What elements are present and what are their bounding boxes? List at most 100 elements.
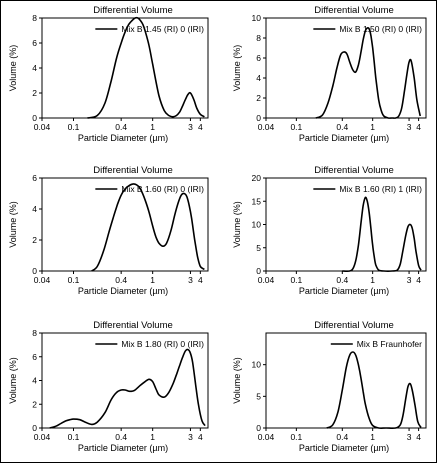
x-tick-label: 0.1 (68, 122, 80, 132)
y-tick-label: 8 (256, 33, 261, 43)
y-tick-label: 2 (32, 399, 37, 409)
x-tick-label: 4 (416, 122, 421, 132)
x-tick-label: 0.4 (336, 275, 348, 285)
y-tick-label: 0 (256, 113, 261, 123)
x-axis-label: Particle Diameter (µm) (78, 133, 168, 143)
y-tick-label: 6 (32, 38, 37, 48)
y-tick-label: 20 (252, 173, 262, 183)
x-axis-label: Particle Diameter (µm) (299, 443, 389, 453)
x-tick-label: 3 (407, 432, 412, 442)
x-tick-label: 0.04 (258, 275, 275, 285)
y-tick-label: 2 (256, 93, 261, 103)
y-axis-label: Volume (%) (8, 45, 18, 92)
chart-title: Differential Volume (93, 165, 173, 176)
x-tick-label: 0.4 (115, 432, 127, 442)
x-tick-label: 3 (188, 275, 193, 285)
x-tick-label: 0.1 (68, 275, 80, 285)
chart-panel-6: Differential Volume 0 5 10 0.04 0.1 0.4 1 3 4 Part… (232, 320, 427, 453)
y-tick-label: 0 (32, 113, 37, 123)
chart-title: Differential Volume (314, 5, 394, 16)
x-axis-label: Particle Diameter (µm) (78, 443, 168, 453)
x-tick-label: 1 (370, 122, 375, 132)
y-tick-label: 6 (32, 173, 37, 183)
x-tick-label: 1 (150, 432, 155, 442)
y-axis-label: Volume (%) (232, 357, 242, 404)
series-line (326, 351, 422, 430)
x-tick-label: 0.4 (115, 122, 127, 132)
x-tick-label: 1 (150, 122, 155, 132)
x-tick-label: 3 (407, 275, 412, 285)
series-line (91, 183, 205, 272)
chart-title: Differential Volume (93, 320, 173, 331)
y-tick-label: 4 (32, 204, 37, 214)
y-tick-label: 2 (32, 88, 37, 98)
y-tick-label: 4 (32, 63, 37, 73)
y-tick-label: 2 (32, 235, 37, 245)
y-tick-label: 6 (256, 53, 261, 63)
x-tick-label: 3 (188, 432, 193, 442)
x-tick-label: 3 (188, 122, 193, 132)
y-tick-label: 5 (256, 243, 261, 253)
chart-title: Differential Volume (314, 320, 394, 331)
y-axis-label: Volume (%) (8, 201, 18, 248)
x-tick-label: 0.1 (290, 432, 302, 442)
x-axis-label: Particle Diameter (µm) (299, 133, 389, 143)
x-tick-label: 4 (416, 432, 421, 442)
plot-area (265, 17, 427, 119)
x-tick-label: 1 (370, 275, 375, 285)
y-axis-label: Volume (%) (232, 201, 242, 248)
x-tick-label: 0.04 (34, 122, 51, 132)
y-tick-label: 10 (252, 13, 262, 23)
series-line (87, 16, 205, 119)
legend-label: Mix B 1.45 (RI) 0 (IRI) (121, 24, 204, 34)
y-tick-label: 4 (256, 73, 261, 83)
legend-label: Mix B Fraunhofer (357, 339, 422, 349)
legend-label: Mix B 1.60 (RI) 1 (IRI) (339, 184, 422, 194)
x-tick-label: 1 (370, 432, 375, 442)
y-axis-label: Volume (%) (232, 45, 242, 92)
legend-label: Mix B 1.60 (RI) 0 (IRI) (121, 184, 204, 194)
y-tick-label: 8 (32, 13, 37, 23)
y-tick-label: 4 (32, 376, 37, 386)
y-tick-label: 5 (256, 391, 261, 401)
series-line (342, 196, 422, 272)
y-tick-label: 0 (32, 266, 37, 276)
x-tick-label: 0.1 (290, 275, 302, 285)
x-tick-label: 4 (416, 275, 421, 285)
plot-area (41, 177, 209, 272)
x-tick-label: 0.04 (34, 275, 51, 285)
y-tick-label: 0 (256, 266, 261, 276)
y-tick-label: 0 (256, 423, 261, 433)
x-tick-label: 0.4 (115, 275, 127, 285)
series-line (49, 348, 206, 429)
chart-title: Differential Volume (93, 5, 173, 16)
x-axis-label: Particle Diameter (µm) (299, 286, 389, 296)
x-axis-label: Particle Diameter (µm) (78, 286, 168, 296)
x-tick-label: 0.04 (258, 122, 275, 132)
y-tick-label: 6 (32, 352, 37, 362)
x-tick-label: 0.4 (336, 432, 348, 442)
y-tick-label: 10 (252, 220, 262, 230)
x-tick-label: 0.04 (258, 432, 275, 442)
y-tick-label: 15 (252, 196, 262, 206)
x-tick-label: 3 (407, 122, 412, 132)
plot-area (265, 332, 427, 429)
x-tick-label: 0.04 (34, 432, 51, 442)
x-tick-label: 0.1 (68, 432, 80, 442)
chart-title: Differential Volume (314, 165, 394, 176)
x-tick-label: 0.1 (290, 122, 302, 132)
x-tick-label: 4 (198, 275, 203, 285)
x-tick-label: 0.4 (336, 122, 348, 132)
y-axis-label: Volume (%) (8, 357, 18, 404)
series-line (315, 27, 421, 119)
legend-label: Mix B 1.50 (RI) 0 (IRI) (339, 24, 422, 34)
y-tick-label: 0 (32, 423, 37, 433)
chart-panel-4: Differential Volume 0 5 10 15 20 0.04 0.1 0.4 1 3 4… (232, 165, 427, 296)
x-tick-label: 4 (198, 432, 203, 442)
y-tick-label: 8 (32, 328, 37, 338)
